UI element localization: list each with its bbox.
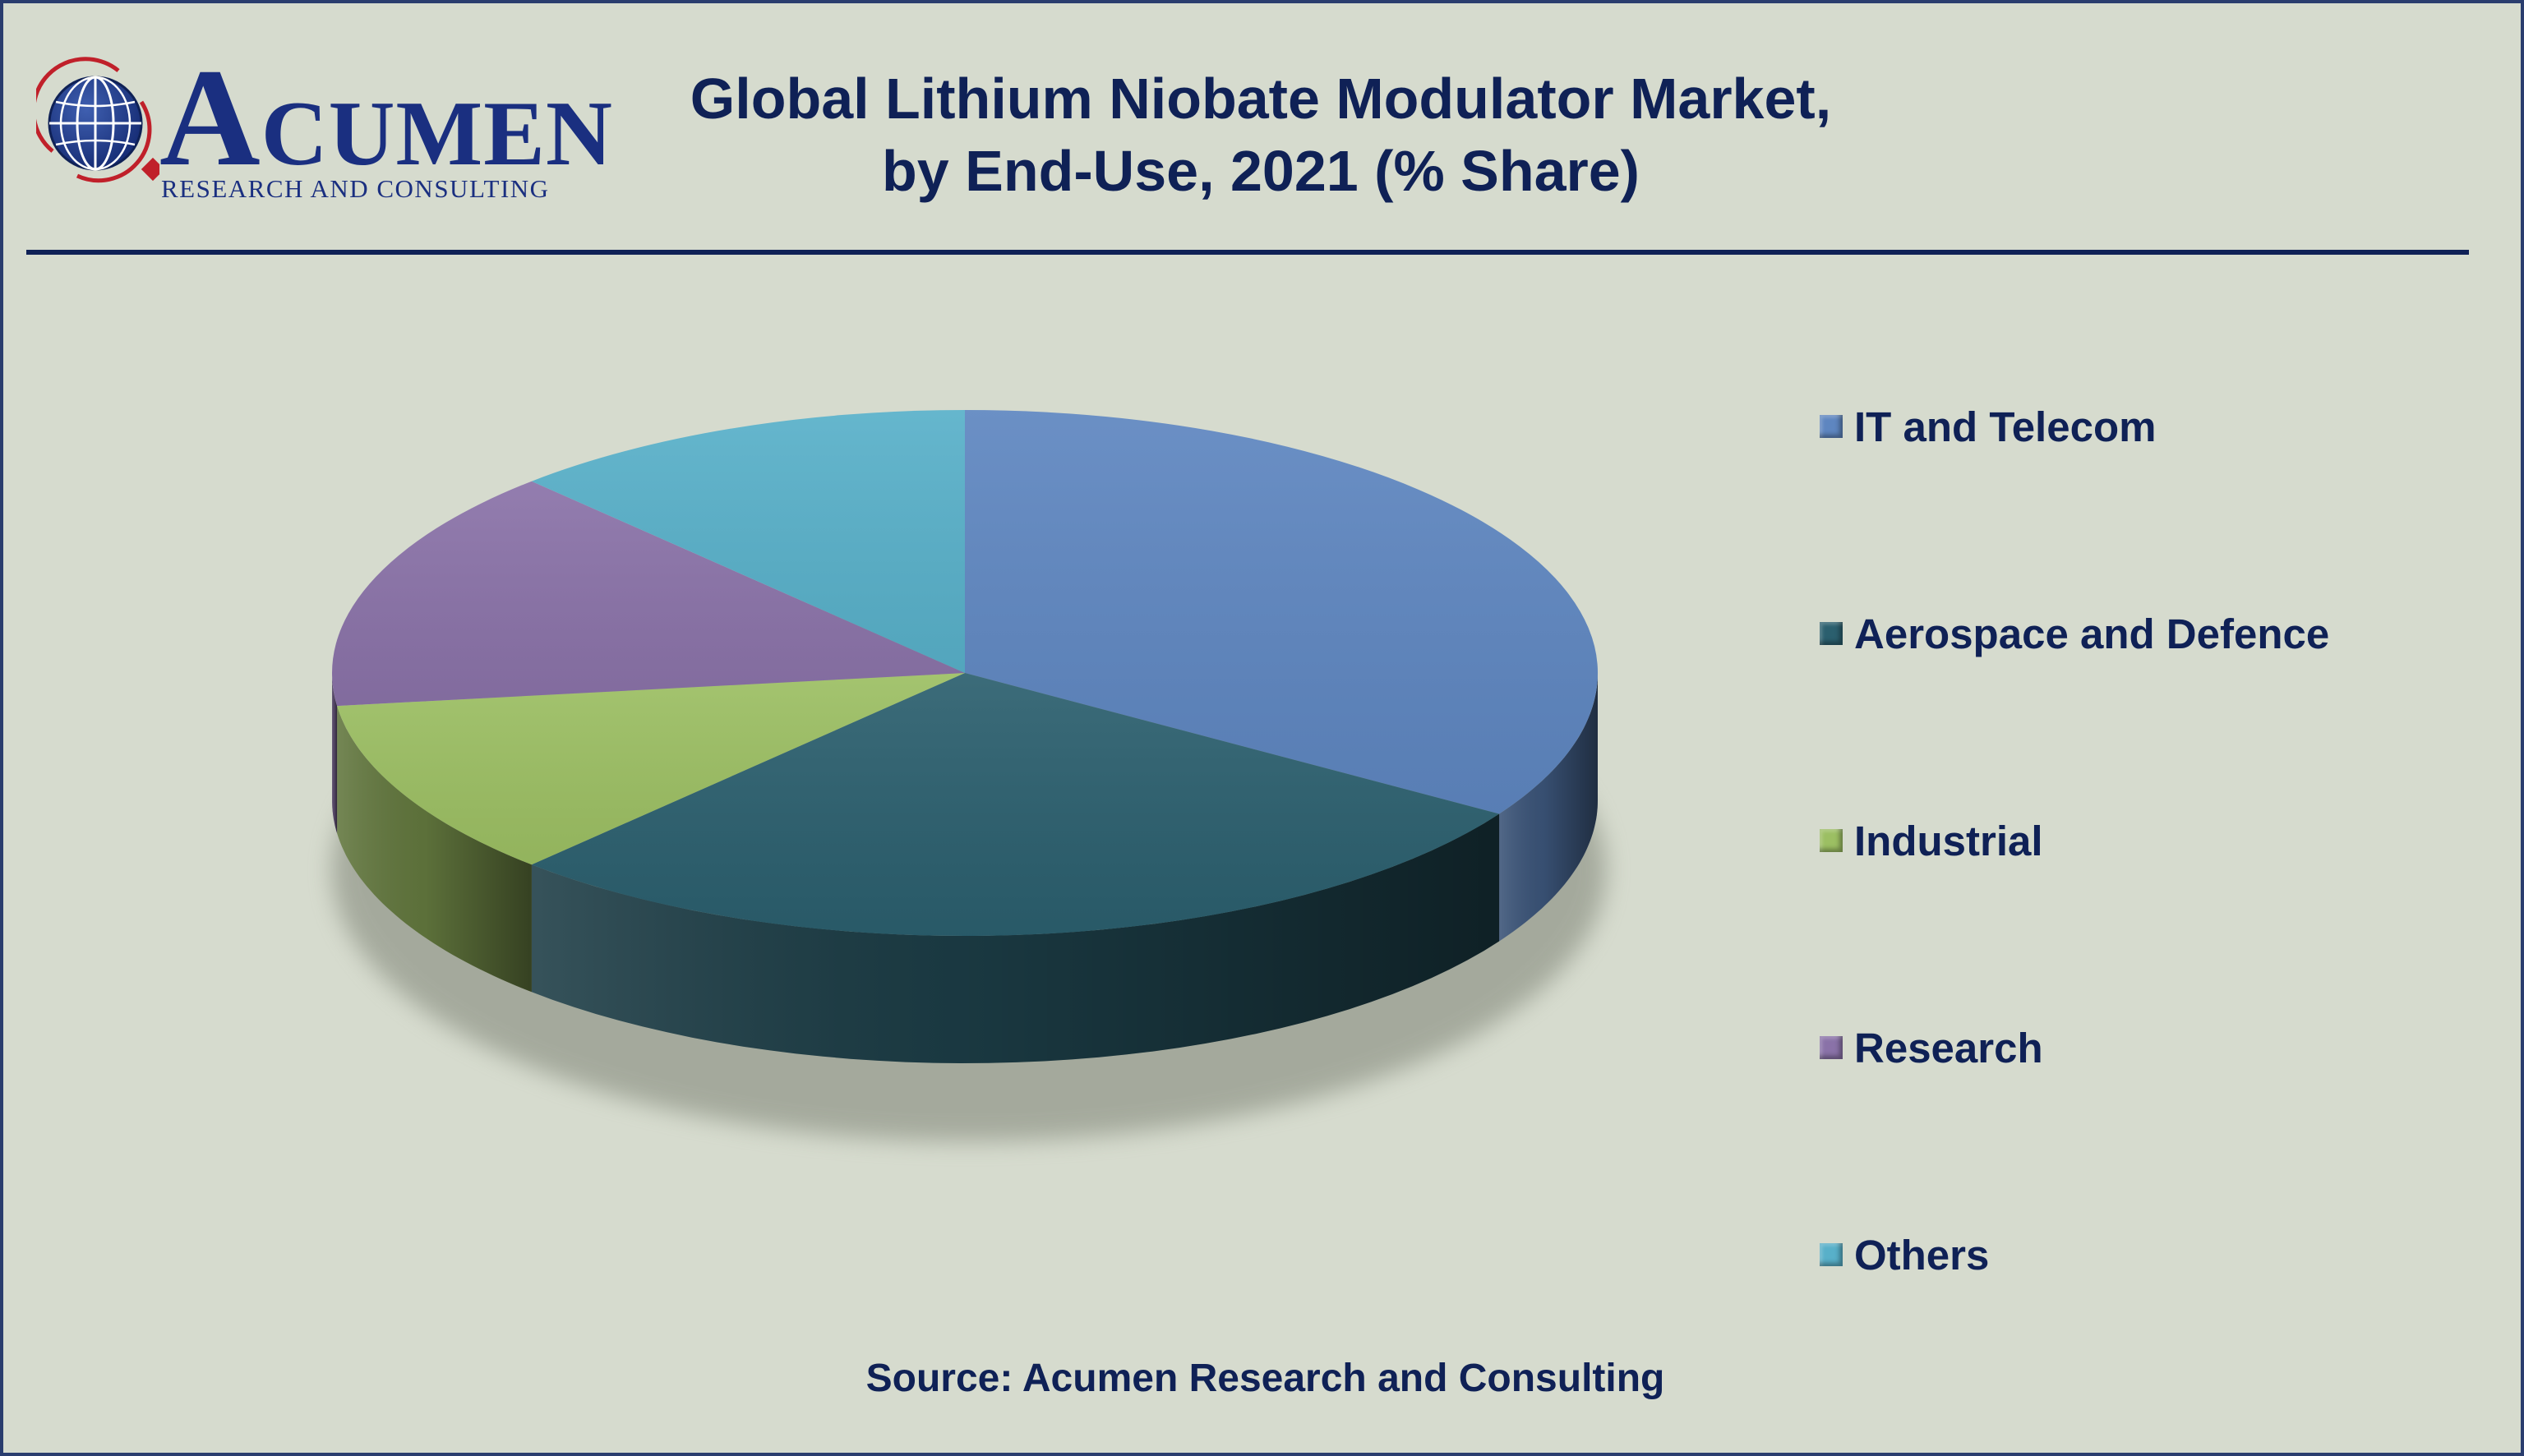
- pie-chart: [332, 410, 1606, 1141]
- chart-title-line-1: Global Lithium Niobate Modulator Market,: [690, 67, 1832, 131]
- pie-slice-sheen-research: [332, 481, 966, 707]
- legend-swatch: [1820, 829, 1843, 852]
- pie-slice-sheen-aerospace-and-defence: [531, 673, 1500, 937]
- pie-side-gloss-it-and-telecom: [1499, 673, 1598, 942]
- legend-item-aerospace-and-defence: Aerospace and Defence: [1820, 605, 2329, 662]
- pie-side-gloss-industrial: [337, 706, 532, 993]
- pie-side-gloss-research: [332, 673, 338, 834]
- acumen-logo: ACUMEN RESEARCH AND CONSULTING: [36, 48, 612, 209]
- globe-icon: [36, 57, 159, 183]
- pie-slice-sheen-it-and-telecom: [965, 410, 1599, 814]
- chart-title-line-2: by End-Use, 2021 (% Share): [882, 139, 1640, 203]
- legend-label: Industrial: [1854, 817, 2043, 864]
- pie-slice-sheen-others: [531, 410, 965, 673]
- legend-label: Research: [1854, 1024, 2043, 1071]
- logo-wordmark: ACUMEN: [159, 40, 613, 195]
- legend-swatch: [1820, 415, 1843, 438]
- legend-label: IT and Telecom: [1854, 403, 2157, 450]
- legend-swatch: [1820, 622, 1843, 645]
- red-diamond-icon: [141, 157, 159, 182]
- pie-slice-sheen-industrial: [337, 673, 966, 865]
- title-divider: [26, 250, 2469, 255]
- legend-swatch: [1820, 1243, 1843, 1266]
- source-note: Source: Acumen Research and Consulting: [865, 1357, 1665, 1400]
- legend-item-industrial: Industrial: [1820, 812, 2043, 869]
- legend-item-research: Research: [1820, 1019, 2043, 1076]
- legend-swatch: [1820, 1036, 1843, 1059]
- logo-subtitle: RESEARCH AND CONSULTING: [161, 174, 550, 203]
- legend-label: Others: [1854, 1231, 1990, 1279]
- chart-title: Global Lithium Niobate Modulator Market,…: [562, 62, 1959, 207]
- legend-label: Aerospace and Defence: [1854, 610, 2330, 657]
- pie-side-gloss-aerospace-and-defence: [531, 813, 1500, 1063]
- legend-item-others: Others: [1820, 1226, 1989, 1283]
- legend-item-it-and-telecom: IT and Telecom: [1820, 398, 2156, 455]
